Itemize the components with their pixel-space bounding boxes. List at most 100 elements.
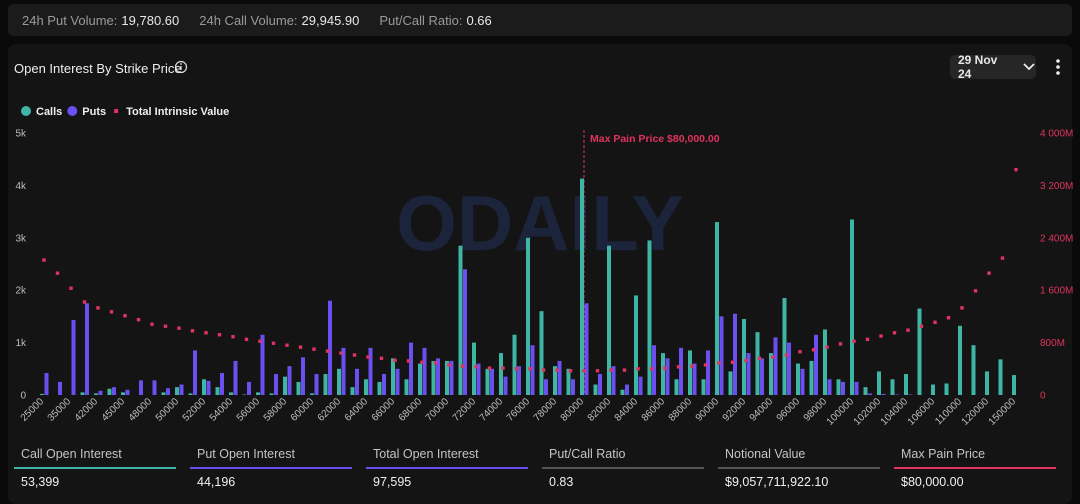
bar bbox=[431, 360, 436, 395]
intrinsic-dot bbox=[109, 310, 114, 314]
bar bbox=[733, 313, 737, 395]
bar bbox=[188, 393, 193, 395]
bar bbox=[247, 381, 251, 395]
x-tick-label: 150000 bbox=[987, 396, 1019, 428]
intrinsic-dot bbox=[393, 358, 397, 362]
y2-tick-label: 800M bbox=[1040, 338, 1065, 349]
stat-value: $9,057,711,922.10 bbox=[725, 475, 829, 489]
bar bbox=[179, 384, 184, 395]
stat-label: Notional Value bbox=[725, 447, 806, 461]
y2-tick-label: 2 400M bbox=[1040, 233, 1073, 244]
chart: ODAILY 0 1k 2k 3k 4k 5k 0 800M 1 600M 2 400M 3 200… bbox=[15, 59, 1073, 428]
stat-label: Max Pain Price bbox=[901, 447, 986, 461]
stat: Total Open Interest 97,595 bbox=[366, 447, 542, 489]
date-text: 29 Nov 24 bbox=[958, 53, 998, 81]
x-tick-label: 45000 bbox=[100, 396, 128, 424]
info-icon[interactable] bbox=[174, 60, 188, 74]
stat: Put Open Interest 44,196 bbox=[190, 447, 366, 489]
bar bbox=[310, 393, 314, 395]
bar bbox=[476, 363, 481, 395]
bar bbox=[490, 368, 494, 395]
intrinsic-dot bbox=[906, 328, 910, 332]
date-select[interactable]: 29 Nov 24 bbox=[950, 53, 1036, 81]
stat-underline bbox=[542, 467, 704, 469]
bar bbox=[341, 347, 346, 395]
top-bar-item: 24h Call Volume: 29,945.90 bbox=[199, 13, 359, 28]
bar bbox=[517, 366, 521, 395]
bar bbox=[706, 350, 710, 395]
bar bbox=[863, 387, 868, 395]
top-bar-label: Put/Call Ratio: bbox=[379, 12, 463, 28]
bar bbox=[382, 374, 386, 395]
intrinsic-dot bbox=[177, 326, 181, 330]
x-tick-label: 72000 bbox=[451, 396, 479, 424]
bar bbox=[71, 320, 76, 395]
intrinsic-dot bbox=[595, 369, 600, 373]
bar bbox=[94, 393, 98, 395]
top-bar-label: 24h Put Volume: bbox=[22, 12, 118, 28]
intrinsic-dot bbox=[960, 306, 964, 310]
bar bbox=[557, 360, 562, 395]
bar bbox=[611, 366, 616, 395]
x-tick-label: 70000 bbox=[424, 396, 452, 424]
bar bbox=[445, 360, 449, 395]
x-tick-label: 86000 bbox=[640, 396, 668, 424]
x-tick-label: 106000 bbox=[906, 396, 938, 428]
x-tick-label: 56000 bbox=[235, 396, 263, 424]
bar bbox=[139, 380, 143, 395]
bar bbox=[773, 337, 778, 395]
bar bbox=[1012, 375, 1016, 395]
bar bbox=[260, 334, 265, 395]
y2-tick-label: 1 600M bbox=[1040, 286, 1073, 297]
bar bbox=[746, 353, 751, 395]
intrinsic-dot bbox=[231, 335, 235, 339]
intrinsic-dot bbox=[258, 339, 262, 343]
x-tick-label: 50000 bbox=[154, 396, 182, 424]
bar bbox=[274, 374, 278, 395]
intrinsic-dot bbox=[69, 286, 73, 290]
intrinsic-dot bbox=[811, 348, 816, 352]
intrinsic-dot bbox=[217, 333, 222, 337]
bar bbox=[391, 358, 395, 395]
bar bbox=[854, 381, 859, 395]
bar bbox=[904, 374, 908, 395]
bar bbox=[229, 392, 233, 395]
bar bbox=[125, 389, 130, 395]
bar bbox=[931, 384, 935, 395]
bar bbox=[215, 387, 220, 395]
intrinsic-dot bbox=[42, 258, 46, 262]
intrinsic-dot bbox=[204, 331, 208, 335]
x-tick-label: 84000 bbox=[613, 396, 641, 424]
intrinsic-dot bbox=[622, 368, 627, 372]
y-tick-label: 5k bbox=[15, 129, 27, 140]
legend-label: Puts bbox=[82, 106, 106, 118]
bar bbox=[166, 388, 170, 395]
bar bbox=[530, 345, 535, 395]
intrinsic-dot bbox=[298, 345, 303, 349]
x-tick-label: 104000 bbox=[879, 396, 911, 428]
menu-icon[interactable] bbox=[1056, 59, 1060, 75]
bar bbox=[665, 358, 670, 395]
x-tick-label: 80000 bbox=[559, 396, 587, 424]
intrinsic-dot bbox=[514, 367, 519, 371]
intrinsic-dot bbox=[541, 368, 546, 372]
bar bbox=[485, 368, 490, 395]
x-tick-label: 64000 bbox=[343, 396, 371, 424]
intrinsic-dot bbox=[190, 329, 195, 333]
intrinsic-dot bbox=[987, 271, 991, 275]
bar bbox=[881, 393, 886, 395]
top-bar-item: Put/Call Ratio: 0.66 bbox=[379, 13, 491, 28]
bar bbox=[350, 387, 355, 395]
intrinsic-dot bbox=[474, 365, 478, 369]
bar bbox=[107, 388, 112, 395]
stat-value: $80,000.00 bbox=[901, 475, 964, 489]
bar bbox=[269, 393, 274, 395]
bar bbox=[287, 366, 292, 395]
intrinsic-dot bbox=[636, 367, 640, 371]
intrinsic-dot bbox=[528, 367, 532, 371]
bar bbox=[85, 303, 89, 395]
bar bbox=[760, 358, 764, 395]
intrinsic-dot bbox=[717, 361, 721, 365]
bar bbox=[674, 379, 679, 395]
